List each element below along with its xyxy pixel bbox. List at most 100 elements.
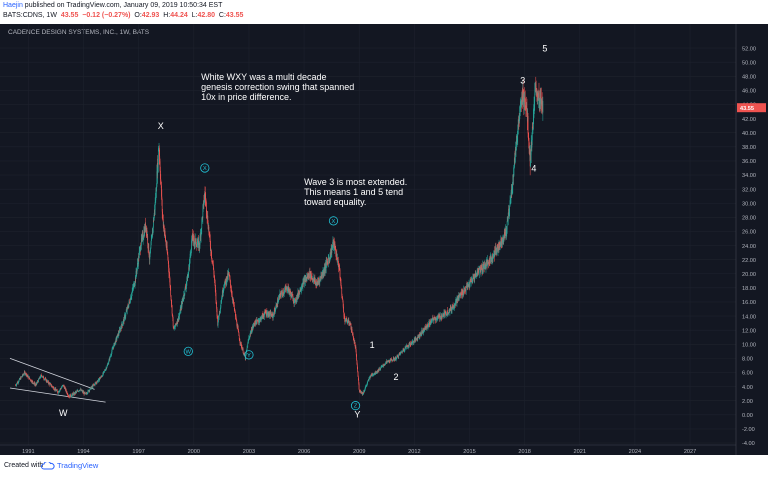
candle-up-body bbox=[519, 105, 521, 113]
time-tick-label: 2000 bbox=[188, 449, 200, 455]
candle-down-body bbox=[230, 288, 232, 291]
candle-up-body bbox=[180, 304, 182, 307]
chart-frame[interactable]: CADENCE DESIGN SYSTEMS, INC., 1W, BATS W… bbox=[0, 24, 768, 455]
candle-down-body bbox=[280, 293, 281, 296]
tradingview-logo[interactable]: TradingView bbox=[41, 461, 98, 470]
candle-up-body bbox=[300, 290, 302, 291]
candle-down-body bbox=[449, 309, 450, 313]
candle-down-body bbox=[317, 281, 319, 283]
candle-down-body bbox=[180, 308, 181, 312]
candle-up-body bbox=[370, 374, 372, 377]
candle-up-body bbox=[460, 292, 462, 295]
candle-down-body bbox=[505, 230, 507, 236]
candle-down-body bbox=[339, 278, 341, 280]
candle-up-body bbox=[36, 382, 37, 384]
candle-up-body bbox=[249, 333, 251, 336]
price-tick-label: 46.00 bbox=[742, 89, 756, 95]
candle-down-body bbox=[458, 297, 459, 299]
candle-up-body bbox=[178, 315, 180, 319]
candle-down-body bbox=[306, 277, 307, 280]
candle-down-body bbox=[86, 393, 87, 395]
candle-up-body bbox=[519, 112, 521, 116]
wave-label-3: 3 bbox=[520, 75, 525, 85]
candle-up-body bbox=[496, 246, 498, 254]
candle-down-body bbox=[209, 239, 211, 247]
candle-down-body bbox=[355, 346, 357, 351]
candle-down-body bbox=[346, 321, 348, 323]
candle-up-body bbox=[491, 258, 492, 261]
candle-down-body bbox=[82, 390, 84, 393]
candle-up-body bbox=[183, 294, 185, 299]
candle-down-body bbox=[208, 226, 210, 233]
candle-down-body bbox=[239, 341, 241, 344]
candle-down-body bbox=[117, 333, 119, 337]
candle-down-body bbox=[219, 311, 221, 312]
candle-down-body bbox=[399, 353, 400, 355]
candle-up-body bbox=[477, 268, 479, 271]
candle-up-body bbox=[128, 301, 130, 305]
candle-down-body bbox=[162, 211, 163, 218]
candle-down-body bbox=[33, 383, 35, 385]
candle-down-body bbox=[378, 369, 380, 371]
candle-down-body bbox=[238, 335, 240, 340]
candle-up-body bbox=[304, 279, 306, 282]
candle-up-body bbox=[42, 376, 44, 377]
author-link[interactable]: Haejin bbox=[3, 2, 23, 9]
candle-up-body bbox=[210, 249, 212, 252]
candle-up-body bbox=[276, 306, 278, 308]
price-axis-panel[interactable] bbox=[736, 24, 768, 455]
candle-down-body bbox=[115, 341, 116, 343]
candle-up-body bbox=[201, 228, 202, 230]
candle-up-body bbox=[252, 326, 254, 329]
candle-down-body bbox=[369, 378, 371, 379]
publish-date: published on TradingView.com, January 09… bbox=[22, 2, 223, 9]
candle-up-body bbox=[134, 283, 136, 286]
candle-down-body bbox=[511, 188, 513, 194]
candle-up-body bbox=[517, 125, 519, 129]
candle-up-body bbox=[194, 242, 196, 245]
candle-up-body bbox=[405, 346, 406, 348]
candle-down-body bbox=[525, 106, 527, 109]
candle-up-body bbox=[466, 285, 467, 288]
candle-down-body bbox=[62, 385, 64, 386]
candle-down-body bbox=[145, 223, 146, 230]
candle-down-body bbox=[524, 97, 525, 103]
candle-down-body bbox=[55, 388, 57, 391]
candle-up-body bbox=[424, 326, 426, 330]
candle-up-body bbox=[411, 343, 413, 345]
candle-down-body bbox=[442, 313, 444, 315]
candle-up-body bbox=[186, 282, 187, 285]
candle-up-body bbox=[132, 287, 134, 289]
candle-down-body bbox=[327, 261, 329, 265]
candle-down-body bbox=[203, 200, 205, 204]
candle-down-body bbox=[273, 314, 275, 316]
candle-up-body bbox=[221, 291, 223, 298]
candle-up-body bbox=[153, 220, 154, 228]
candle-up-body bbox=[104, 370, 106, 372]
candle-up-body bbox=[240, 342, 242, 344]
candle-down-body bbox=[473, 277, 475, 279]
candle-down-body bbox=[289, 290, 290, 294]
price-tick-label: 36.00 bbox=[742, 159, 756, 165]
candle-down-body bbox=[514, 157, 516, 163]
candle-up-body bbox=[155, 190, 157, 201]
candle-down-body bbox=[224, 280, 226, 282]
candle-up-body bbox=[430, 320, 432, 323]
candle-down-body bbox=[285, 287, 286, 289]
candle-down-body bbox=[83, 392, 85, 395]
candle-up-body bbox=[391, 360, 393, 362]
price-chart[interactable]: CADENCE DESIGN SYSTEMS, INC., 1W, BATS W… bbox=[0, 24, 768, 455]
candle-down-body bbox=[408, 345, 410, 347]
candle-down-body bbox=[97, 380, 99, 382]
candle-down-body bbox=[292, 300, 294, 302]
candle-up-body bbox=[111, 351, 113, 355]
candle-up-body bbox=[95, 382, 97, 384]
candle-up-body bbox=[133, 283, 135, 285]
candle-up-body bbox=[39, 377, 41, 379]
candle-down-body bbox=[177, 319, 179, 322]
candle-up-body bbox=[403, 349, 404, 351]
candle-up-body bbox=[310, 274, 312, 279]
candle-down-body bbox=[196, 245, 198, 247]
candle-up-body bbox=[175, 324, 177, 325]
candle-up-body bbox=[132, 288, 133, 292]
